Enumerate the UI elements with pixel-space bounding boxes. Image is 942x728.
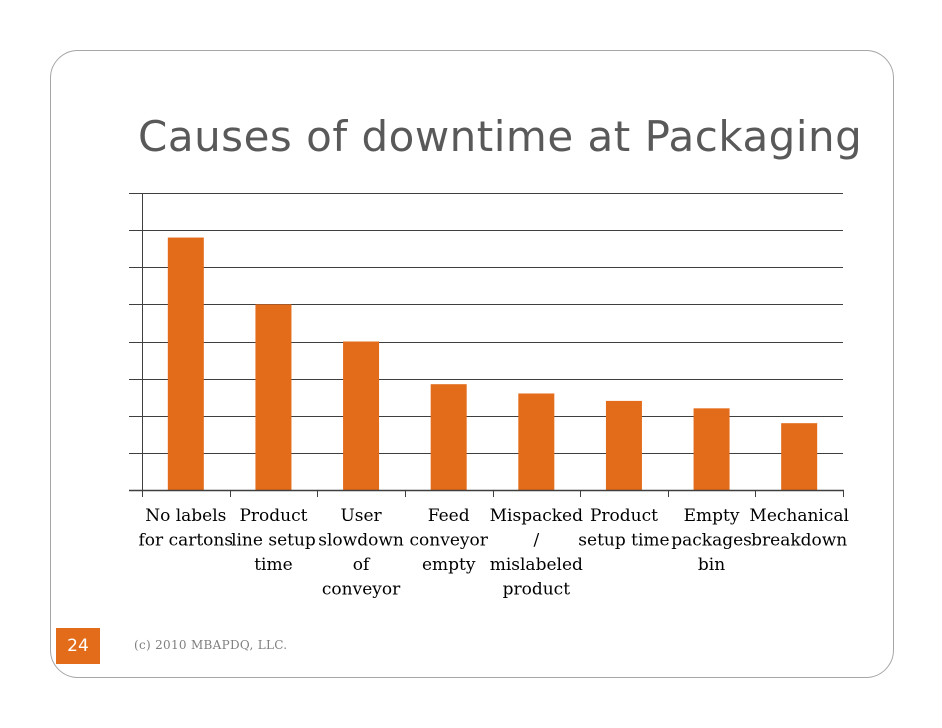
bar (343, 341, 380, 490)
bar (518, 393, 555, 490)
bar (605, 400, 642, 490)
x-tick-label: Product line setup time (231, 506, 316, 575)
x-tick-label: User slowdown of conveyor (318, 506, 404, 600)
bar (693, 408, 730, 490)
page-number: 24 (56, 628, 100, 664)
bar (781, 423, 818, 490)
gridlines (142, 193, 843, 454)
bars (167, 237, 818, 490)
x-tick-label: Mechanical breakdown (749, 506, 849, 551)
x-tick-label: Product setup time (578, 506, 669, 551)
footer-copyright: (c) 2010 MBAPDQ, LLC. (134, 638, 288, 652)
bar (255, 304, 292, 490)
slide-title: Causes of downtime at Packaging (138, 112, 863, 161)
bar (167, 237, 204, 490)
axes (129, 193, 844, 497)
bar (430, 384, 467, 490)
x-tick-label: Feed conveyor empty (410, 506, 489, 575)
x-tick-label: Empty packages bin (671, 506, 752, 575)
x-tick-label: Mispacked / mislabeled product (490, 506, 583, 600)
x-tick-label: No labels for cartons (139, 506, 234, 551)
